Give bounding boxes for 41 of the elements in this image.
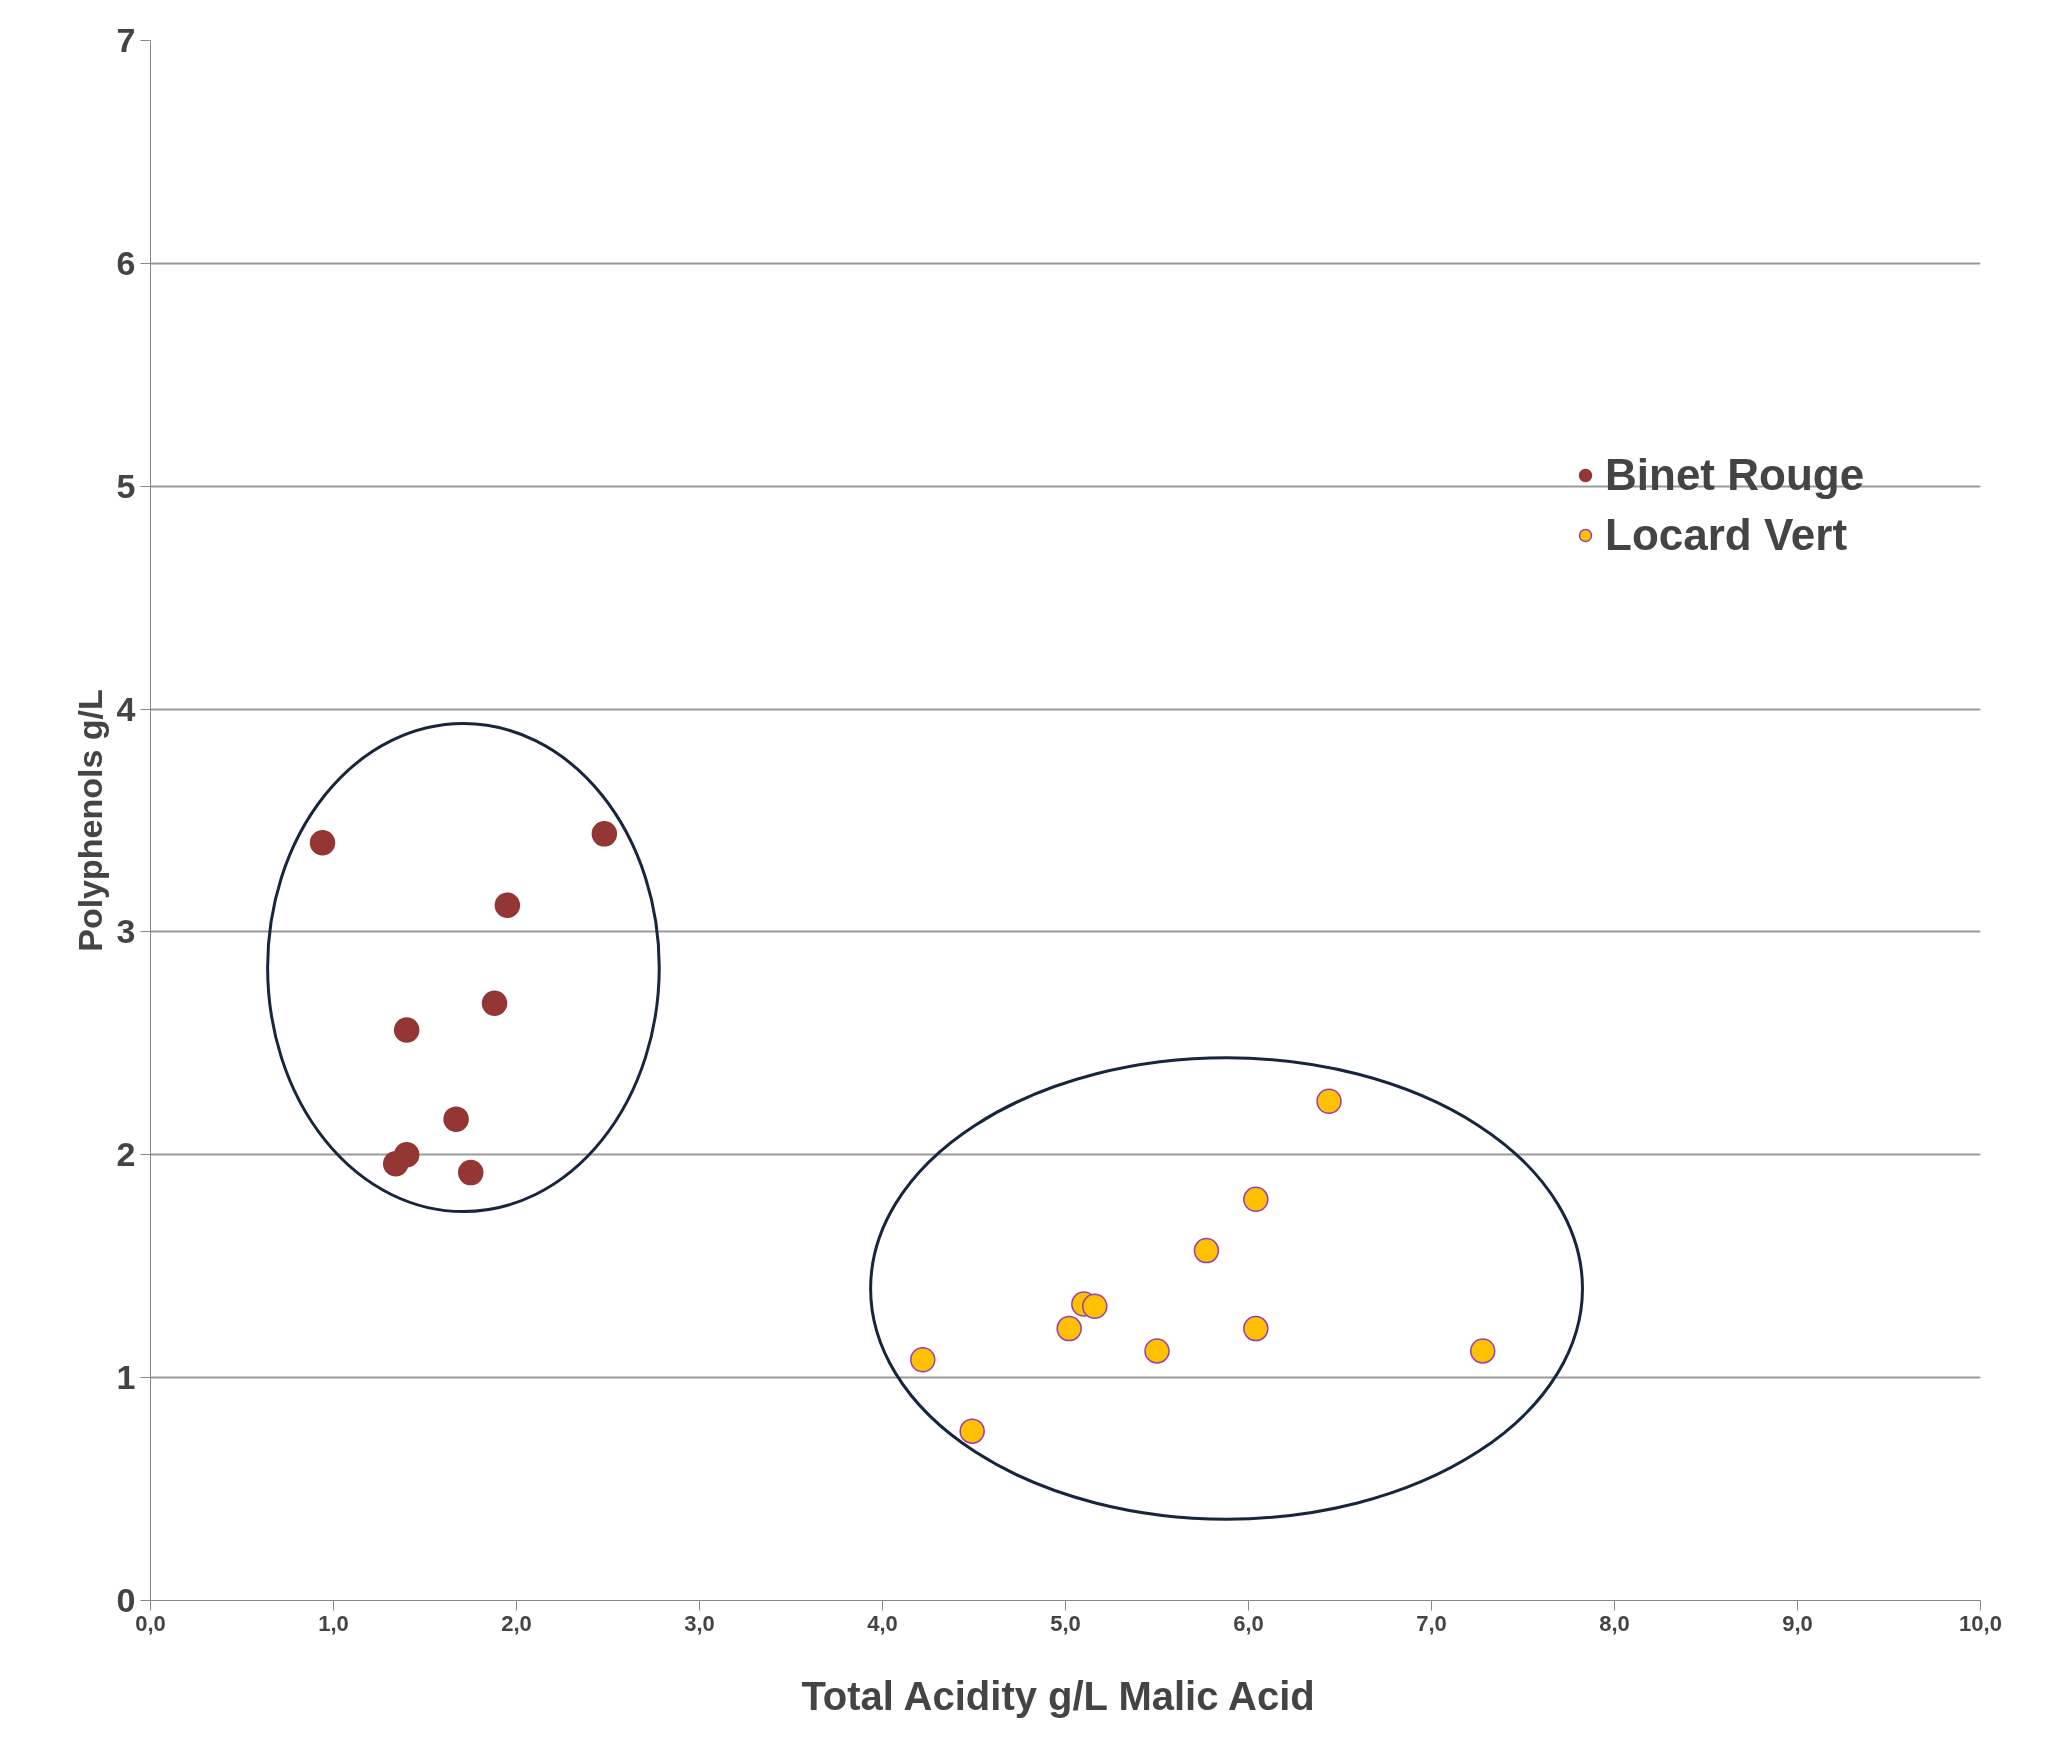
point — [1056, 1315, 1082, 1342]
point — [1193, 1237, 1220, 1264]
legend-label: Binet Rouge — [1605, 450, 1865, 500]
point — [1316, 1088, 1342, 1115]
point — [910, 1347, 936, 1373]
point — [443, 1106, 469, 1132]
x-tick-label: 3,0 — [684, 1610, 715, 1636]
x-tick-label: 7,0 — [1416, 1610, 1447, 1636]
x-tick-label: 0,0 — [135, 1610, 166, 1636]
legend-label: Locard Vert — [1605, 510, 1848, 560]
x-tick-label: 10,0 — [1959, 1610, 2002, 1636]
point — [1469, 1338, 1496, 1364]
y-tick-label: 3 — [116, 912, 136, 951]
x-axis-title: Total Acidity g/L Malic Acid — [801, 1673, 1315, 1718]
y-tick-label: 1 — [116, 1358, 136, 1397]
y-tick-label: 6 — [116, 243, 136, 282]
x-tick-label: 8,0 — [1599, 1610, 1630, 1636]
y-tick-label: 0 — [116, 1581, 136, 1619]
point — [393, 1017, 420, 1043]
point — [1144, 1338, 1170, 1364]
point — [382, 1150, 409, 1177]
point — [1082, 1293, 1108, 1320]
point — [309, 830, 336, 856]
x-tick-label: 5,0 — [1050, 1610, 1081, 1636]
y-axis-title: Polyphenols g/L — [70, 689, 109, 952]
point — [1243, 1186, 1269, 1213]
point — [591, 821, 618, 847]
point — [959, 1418, 985, 1444]
y-tick-label: 4 — [116, 689, 136, 728]
x-tick-label: 2,0 — [501, 1610, 532, 1636]
y-tick-label: 2 — [116, 1135, 136, 1174]
point — [481, 990, 508, 1016]
point — [494, 892, 521, 918]
x-tick-label: 9,0 — [1782, 1610, 1813, 1636]
x-tick-label: 6,0 — [1233, 1610, 1264, 1636]
x-tick-label: 1,0 — [318, 1610, 349, 1636]
x-tick-label: 4,0 — [867, 1610, 898, 1636]
y-tick-label: 5 — [116, 466, 136, 505]
point — [1243, 1315, 1269, 1342]
y-tick-label: 7 — [116, 21, 136, 59]
point — [458, 1159, 484, 1186]
